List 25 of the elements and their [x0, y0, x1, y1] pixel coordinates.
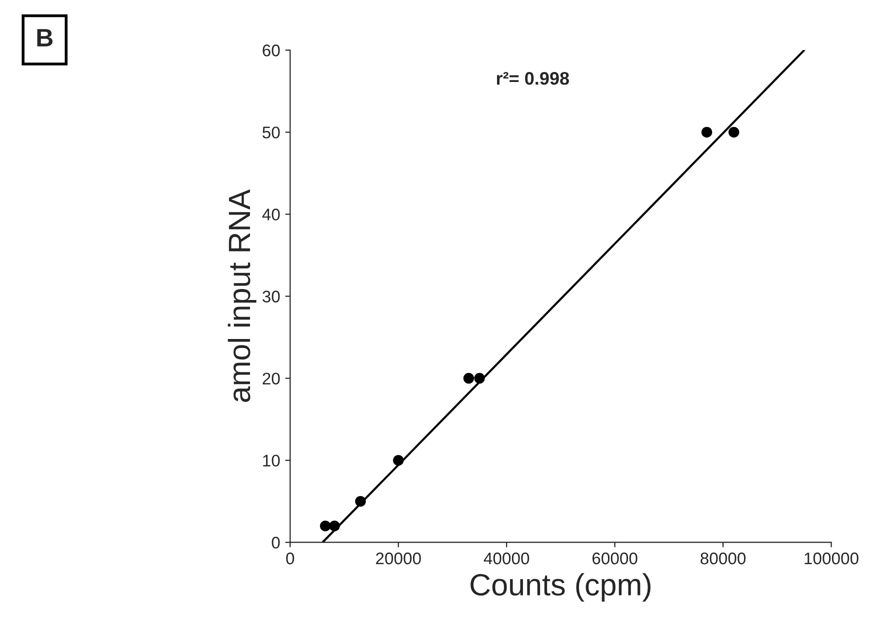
x-tick-label: 0: [286, 552, 294, 564]
text: B: [37, 29, 53, 46]
x-tick-label: 100000: [804, 552, 858, 564]
y-tick-label: 10: [263, 454, 280, 467]
annotation: r²= 0.998: [496, 72, 569, 85]
y-tick-label: 20: [262, 372, 280, 384]
point: [329, 520, 340, 532]
x-tick-label: 80000: [700, 552, 746, 564]
x-tick-label: 60000: [592, 552, 638, 564]
y-tick-label: 60: [262, 44, 280, 56]
point: [320, 520, 331, 532]
y-tick-label: 30: [262, 290, 280, 302]
point: [393, 454, 404, 466]
y-tick-label: 50: [262, 126, 280, 138]
x-tick-label: 40000: [484, 552, 530, 564]
y-axis-title: amol input RNA: [228, 189, 256, 402]
point: [701, 126, 712, 138]
y-tick-label: 0: [272, 536, 280, 549]
point: [463, 372, 474, 384]
point: [474, 372, 485, 384]
point: [728, 126, 740, 138]
y-tick-label: 40: [262, 208, 280, 220]
x-tick-label: 20000: [376, 552, 421, 564]
x-axis-title: Counts (cpm): [470, 573, 650, 602]
point: [355, 496, 366, 507]
